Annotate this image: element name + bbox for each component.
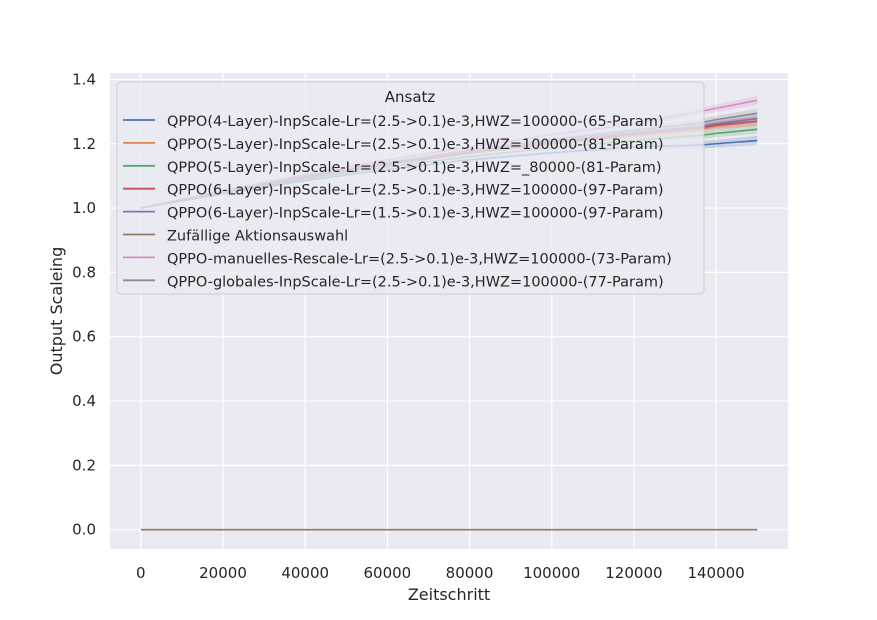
x-tick-label: 60000 [364, 564, 412, 582]
y-tick-label: 1.2 [72, 135, 96, 153]
y-tick-label: 0.2 [72, 456, 96, 474]
legend-entry-label: QPPO(4-Layer)-InpScale-Lr=(2.5->0.1)e-3,… [167, 114, 664, 130]
y-tick-label: 1.4 [72, 70, 96, 88]
x-tick-label: 0 [136, 564, 146, 582]
x-tick-label: 100000 [523, 564, 580, 582]
x-axis-label: Zeitschritt [408, 585, 490, 604]
x-tick-label: 20000 [199, 564, 247, 582]
legend-title: Ansatz [385, 88, 436, 106]
legend-entry-label: QPPO(6-Layer)-InpScale-Lr=(1.5->0.1)e-3,… [167, 206, 664, 222]
legend-box [116, 81, 705, 295]
legend-entry-label: Zufällige Aktionsauswahl [167, 229, 348, 245]
y-tick-label: 0.8 [72, 263, 96, 281]
y-tick-label: 0.4 [72, 392, 96, 410]
legend: Ansatz QPPO(4-Layer)-InpScale-Lr=(2.5->0… [116, 81, 705, 295]
legend-entry-label: QPPO(6-Layer)-InpScale-Lr=(2.5->0.1)e-3,… [167, 183, 664, 199]
legend-entry-label: QPPO(5-Layer)-InpScale-Lr=(2.5->0.1)e-3,… [167, 137, 664, 153]
y-tick-label: 0.6 [72, 328, 96, 346]
y-tick-labels: 0.0 0.2 0.4 0.6 0.8 1.0 1.2 1.4 [72, 70, 96, 538]
x-tick-label: 40000 [281, 564, 329, 582]
y-tick-label: 1.0 [72, 199, 96, 217]
y-axis-label: Output Scaleing [47, 247, 66, 375]
legend-entry-label: QPPO-manuelles-Rescale-Lr=(2.5->0.1)e-3,… [167, 251, 672, 267]
legend-entry-label: QPPO-globales-InpScale-Lr=(2.5->0.1)e-3,… [167, 274, 664, 290]
x-tick-labels: 0 20000 40000 60000 80000 100000 120000 140000 [136, 564, 745, 582]
y-tick-label: 0.0 [72, 521, 96, 539]
legend-entry-label: QPPO(5-Layer)-InpScale-Lr=(2.5->0.1)e-3,… [167, 160, 662, 176]
x-tick-label: 80000 [446, 564, 494, 582]
x-tick-label: 120000 [605, 564, 662, 582]
x-tick-label: 140000 [687, 564, 744, 582]
legend-items: QPPO(4-Layer)-InpScale-Lr=(2.5->0.1)e-3,… [123, 114, 672, 290]
